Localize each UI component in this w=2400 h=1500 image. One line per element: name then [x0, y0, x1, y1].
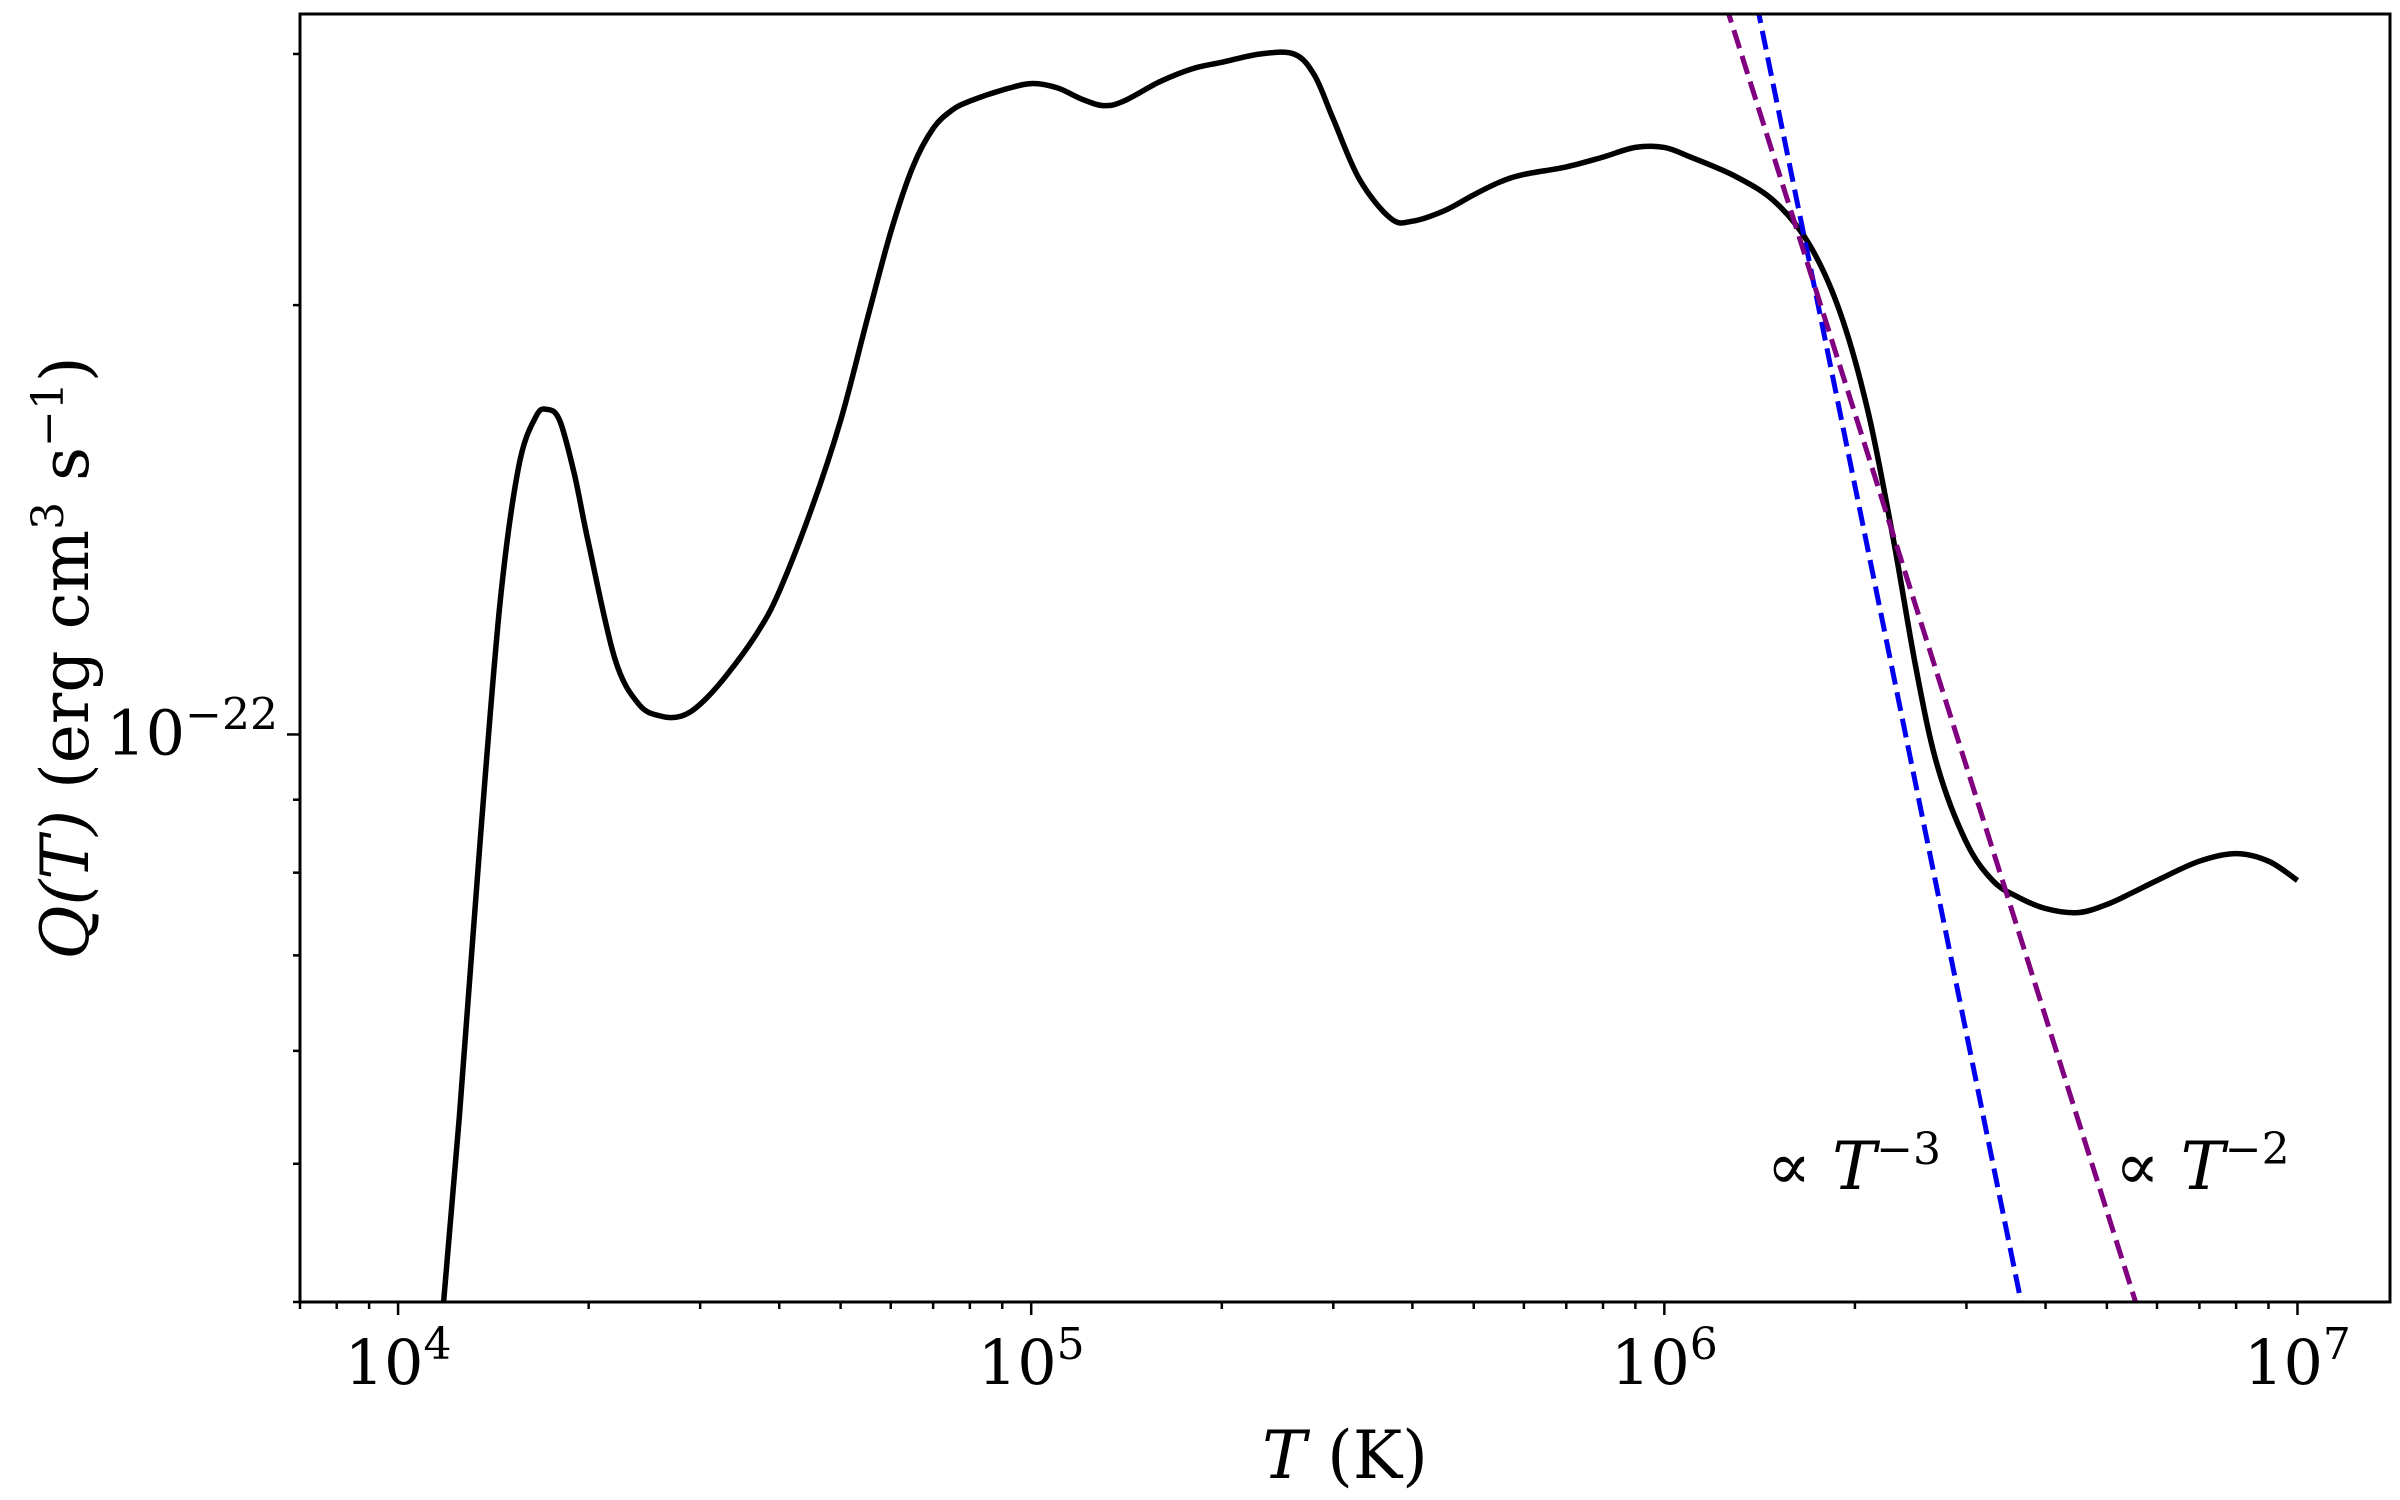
x-axis: 104 105 106 107 [298, 1302, 2351, 1400]
y-axis: 10−22 [106, 52, 300, 1304]
y-axis-label-close: ) [27, 356, 104, 382]
x-axis-label-unit: (K) [1327, 1417, 1428, 1494]
x-tick-label: 105 [978, 1319, 1085, 1400]
annotations: ∝ T−3 ∝ T−2 [1767, 1124, 2290, 1206]
y-axis-label: Q(T) (erg cm3 s−1) [23, 356, 105, 959]
x-tick-label: 106 [1611, 1319, 1718, 1400]
series-layer [440, 14, 2300, 1302]
y-axis-label-cm-exp: 3 [23, 502, 74, 530]
annotation-t-minus-2: ∝ T−2 [2115, 1124, 2290, 1206]
y-axis-label-s: s [27, 447, 104, 502]
annotation-t-minus-3: ∝ T−3 [1767, 1124, 1942, 1206]
power-law-line-1 [1756, 14, 2024, 1302]
y-tick-label: 10−22 [106, 689, 278, 770]
y-axis-label-unit: (erg cm [27, 530, 104, 789]
x-tick-label: 107 [2244, 1319, 2351, 1400]
x-tick-label: 104 [345, 1319, 452, 1400]
x-axis-label-var: T [1262, 1417, 1311, 1494]
y-axis-label-s-exp: −1 [23, 382, 74, 447]
x-axis-label: T (K) [1262, 1417, 1428, 1494]
plot-frame [298, 12, 2392, 1304]
cooling-curve-line [440, 49, 2300, 1302]
power-law-line-2 [1726, 14, 2138, 1302]
y-axis-label-var: Q(T) [27, 810, 104, 960]
